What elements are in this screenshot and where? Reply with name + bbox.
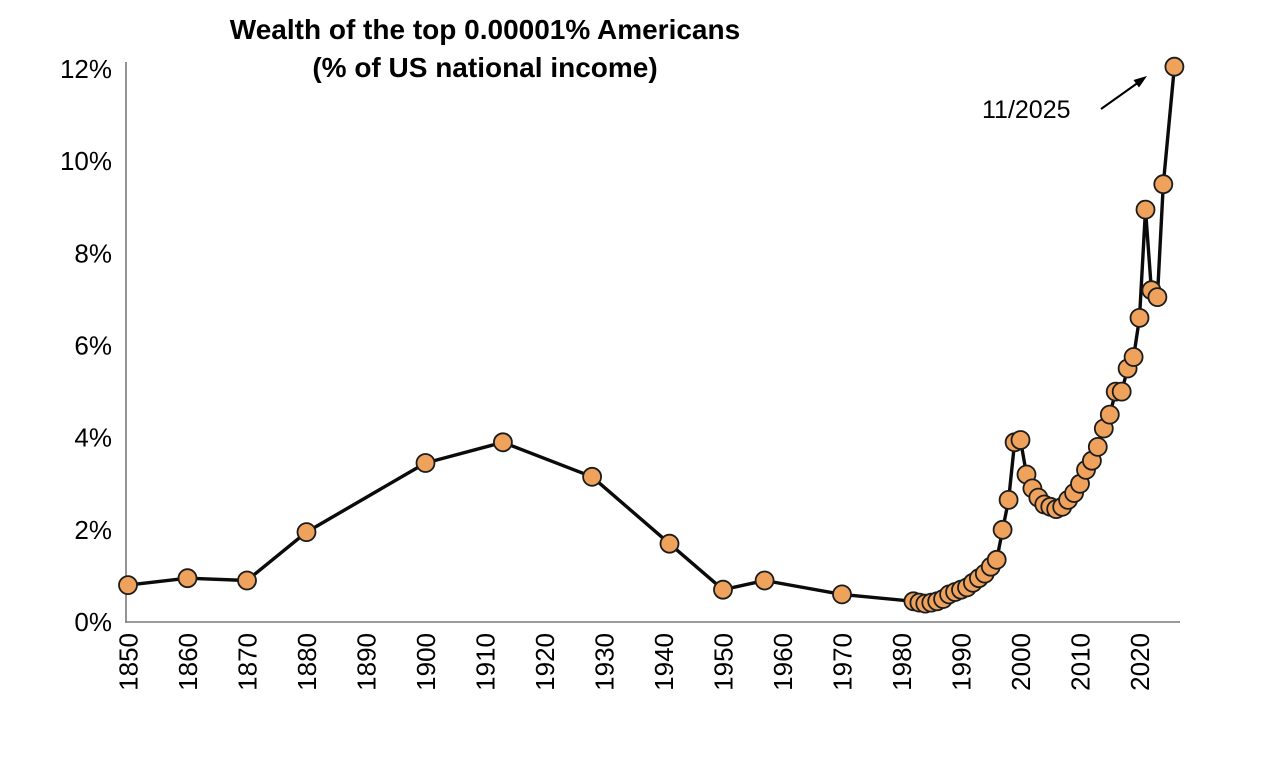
data-point-marker	[1164, 56, 1185, 77]
x-axis-tick-label: 1890	[352, 633, 382, 691]
data-point-marker	[1010, 430, 1031, 450]
data-point-marker	[1099, 404, 1120, 425]
data-point-marker	[118, 575, 138, 595]
x-axis-tick-label: 1950	[709, 633, 739, 691]
data-point-marker	[754, 570, 775, 591]
data-point-marker	[992, 519, 1013, 540]
data-point-marker	[1087, 436, 1108, 457]
y-axis-tick-label: 10%	[60, 146, 112, 176]
data-point-marker	[713, 579, 733, 600]
y-axis-tick-label: 2%	[74, 515, 112, 545]
data-point-marker	[998, 489, 1019, 510]
chart-title-line1: Wealth of the top 0.00001% Americans	[229, 14, 741, 45]
data-point-marker	[582, 466, 602, 487]
x-axis-tick-label: 1910	[471, 633, 501, 691]
y-axis-tick-label: 8%	[74, 238, 112, 268]
x-axis-tick-label: 1870	[233, 633, 263, 691]
chart-title: Wealth of the top 0.00001% Americans (% …	[135, 11, 835, 87]
y-axis-tick-label: 12%	[60, 54, 112, 84]
x-axis-tick-label: 1990	[947, 633, 977, 691]
data-point-marker	[492, 432, 513, 453]
x-axis-tick-label: 1930	[590, 633, 620, 691]
x-axis-tick-label: 1850	[114, 633, 144, 691]
data-point-marker	[1153, 174, 1174, 195]
series-line	[126, 64, 1177, 606]
x-axis-tick-label: 1920	[530, 633, 560, 691]
x-axis-tick-label: 1860	[173, 633, 203, 691]
data-point-marker	[1147, 287, 1168, 308]
data-point-marker	[177, 568, 198, 589]
x-axis-tick-label: 1970	[828, 633, 858, 691]
y-axis-tick-label: 4%	[74, 423, 112, 453]
data-point-marker	[1129, 307, 1150, 328]
x-axis-tick-label: 2000	[1006, 633, 1036, 691]
data-point-marker	[1135, 199, 1156, 220]
y-axis-tick-label: 0%	[74, 607, 112, 637]
x-axis-tick-label: 1960	[768, 633, 798, 691]
data-point-marker	[986, 549, 1007, 570]
chart-title-line2: (% of US national income)	[312, 52, 658, 83]
x-axis-tick-label: 1900	[411, 633, 441, 691]
x-axis-tick-label: 1980	[887, 633, 917, 691]
x-axis-tick-label: 2020	[1125, 633, 1155, 691]
annotation-arrow-line	[1100, 81, 1140, 110]
x-axis-tick-label: 1940	[649, 633, 679, 691]
x-axis-tick-label: 2010	[1066, 633, 1096, 691]
data-point-marker	[1111, 381, 1132, 402]
data-point-marker	[659, 533, 680, 554]
data-point-marker	[1123, 347, 1144, 367]
data-point-marker	[415, 453, 436, 473]
annotation-arrowhead	[1133, 76, 1147, 88]
data-point-marker	[832, 584, 852, 605]
y-axis-tick-label: 6%	[74, 331, 112, 361]
data-point-marker	[296, 522, 317, 542]
data-point-marker	[237, 570, 257, 591]
annotation-label: 11/2025	[982, 96, 1071, 124]
x-axis-tick-label: 1880	[292, 633, 322, 691]
